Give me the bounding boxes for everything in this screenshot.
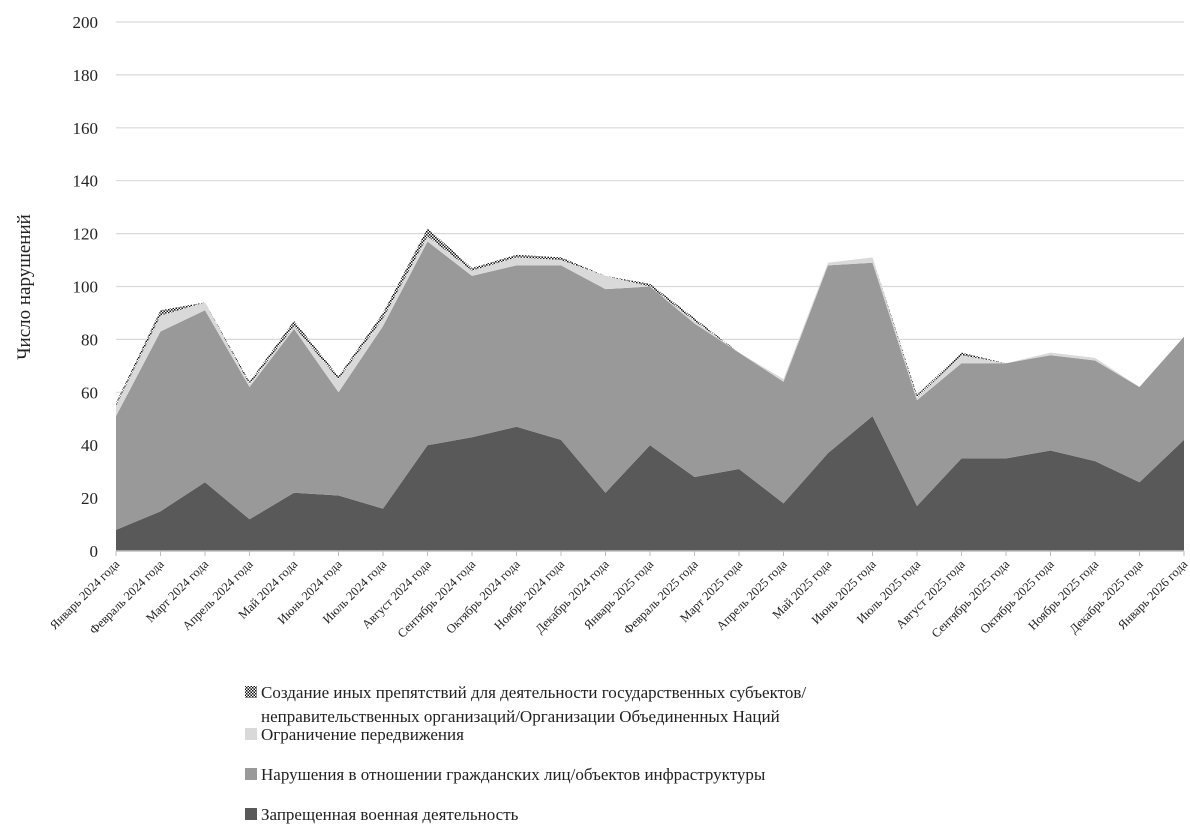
series-areas — [116, 228, 1184, 551]
x-tick-label: Февраль 2024 года — [87, 557, 167, 637]
y-tick-label: 140 — [73, 172, 99, 191]
y-tick-label: 100 — [73, 278, 99, 297]
y-tick-label: 80 — [81, 330, 98, 349]
legend-label-military-activity: Запрещенная военная деятельность — [261, 805, 519, 824]
legend-label-movement-restriction: Ограничение передвижения — [261, 725, 464, 744]
y-axis-ticks: 0 20 40 60 80 100 120 140 160 180 200 — [73, 13, 99, 561]
y-tick-label: 200 — [73, 13, 99, 32]
legend: Создание иных препятствий для деятельнос… — [245, 683, 806, 824]
x-tick-label: Сентябрь 2024 года — [395, 557, 479, 641]
y-tick-label: 40 — [81, 436, 98, 455]
dotted-square-icon — [245, 686, 257, 698]
y-tick-label: 60 — [81, 383, 98, 402]
light-gray-square-icon — [245, 728, 257, 740]
dark-gray-square-icon — [245, 808, 257, 820]
x-tick-label: Сентябрь 2025 года — [929, 557, 1013, 641]
legend-label-civilian-violations: Нарушения в отношении гражданских лиц/об… — [261, 765, 766, 784]
y-tick-label: 160 — [73, 119, 99, 138]
medium-gray-square-icon — [245, 768, 257, 780]
x-tick-label: Февраль 2025 года — [621, 557, 701, 637]
area-series-1 — [116, 241, 1184, 530]
y-tick-label: 0 — [90, 542, 99, 561]
legend-item-other-obstacles: Создание иных препятствий для деятельнос… — [245, 683, 806, 726]
y-tick-label: 20 — [81, 489, 98, 508]
y-tick-label: 180 — [73, 66, 99, 85]
legend-label-other-obstacles-line2: неправительственных организаций/Организа… — [261, 707, 780, 726]
legend-item-movement-restriction: Ограничение передвижения — [245, 725, 464, 744]
y-tick-label: 120 — [73, 225, 99, 244]
legend-item-civilian-violations: Нарушения в отношении гражданских лиц/об… — [245, 765, 766, 784]
y-axis-title: Число нарушений — [14, 214, 35, 360]
area-series-0 — [116, 416, 1184, 551]
legend-label-other-obstacles-line1: Создание иных препятствий для деятельнос… — [261, 683, 806, 702]
legend-item-military-activity: Запрещенная военная деятельность — [245, 805, 519, 824]
